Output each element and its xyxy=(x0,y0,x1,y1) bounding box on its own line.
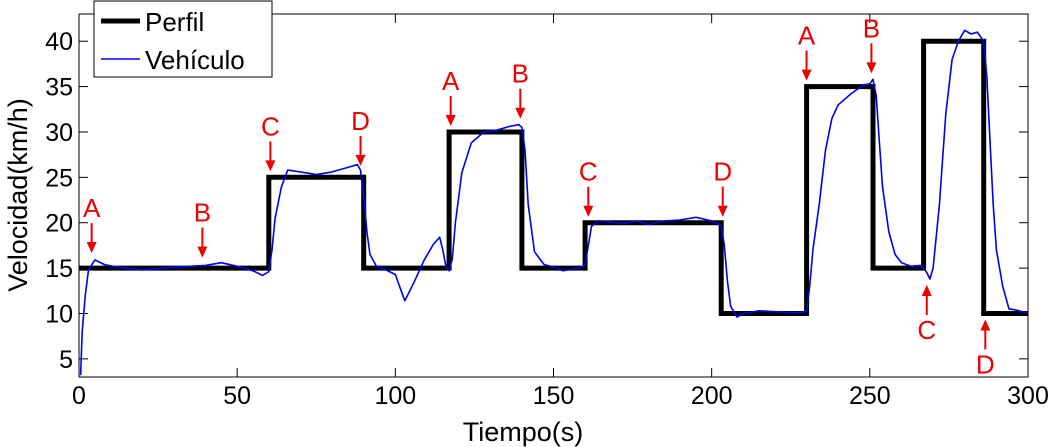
plot-frame xyxy=(78,13,1029,378)
y-tick-label: 5 xyxy=(59,346,73,374)
annotation-arrow-head xyxy=(265,160,276,172)
x-axis-label: Tiempo(s) xyxy=(463,417,584,447)
annotation-arrow-head xyxy=(445,114,456,126)
annotation-arrow-head xyxy=(980,319,991,331)
annotation-arrow-head xyxy=(355,154,366,166)
y-tick-label: 30 xyxy=(45,119,73,147)
series-lines xyxy=(79,29,1028,376)
legend-label-vehiculo: Vehículo xyxy=(145,45,245,75)
annotation-label: D xyxy=(351,106,370,136)
legend-label-perfil: Perfil xyxy=(145,7,204,37)
y-tick-label: 15 xyxy=(45,255,73,283)
annotation-arrow-head xyxy=(86,242,97,254)
series-line-vehiculo xyxy=(79,29,1028,376)
annotation-label: D xyxy=(713,157,732,187)
y-tick-label: 20 xyxy=(45,210,73,238)
annotation-arrow-head xyxy=(801,69,812,81)
x-tick-label: 300 xyxy=(1007,382,1049,410)
annotation-label: C xyxy=(917,315,936,345)
annotation-arrow-head xyxy=(866,62,877,74)
axis-ticks: 0 50 100 150 200 250 300 5 10 15 20 25 30 35 40 xyxy=(45,14,1049,410)
series-line-perfil xyxy=(79,38,1028,316)
annotation-label: A xyxy=(83,193,101,223)
x-tick-label: 100 xyxy=(374,382,416,410)
x-tick-label: 150 xyxy=(533,382,575,410)
annotation-label: C xyxy=(579,157,598,187)
annotation-arrow-head xyxy=(583,205,594,217)
legend: Perfil Vehículo xyxy=(93,0,273,78)
x-tick-label: 250 xyxy=(849,382,891,410)
annotation-arrow-head xyxy=(197,246,208,258)
annotation-label: A xyxy=(442,66,460,96)
annotation-label: A xyxy=(798,21,816,51)
y-axis-label: Velocidad(km/h) xyxy=(3,98,33,292)
y-tick-label: 10 xyxy=(45,300,73,328)
annotation-label: B xyxy=(194,198,211,228)
annotation-label: B xyxy=(512,59,529,89)
annotation-arrow-head xyxy=(515,107,526,119)
annotation-label: B xyxy=(863,13,880,43)
x-tick-label: 50 xyxy=(223,382,251,410)
annotations: A B C D A B C D A B C D xyxy=(83,13,995,379)
x-tick-label: 200 xyxy=(691,382,733,410)
annotation-label: D xyxy=(976,349,995,379)
y-tick-label: 35 xyxy=(45,74,73,102)
x-tick-label: 0 xyxy=(72,382,86,410)
legend-box xyxy=(93,0,273,78)
annotation-arrow-head xyxy=(921,284,932,296)
annotation-label: C xyxy=(261,111,280,141)
annotation-arrow-head xyxy=(717,205,728,217)
y-tick-label: 40 xyxy=(45,28,73,56)
y-tick-label: 25 xyxy=(45,164,73,192)
